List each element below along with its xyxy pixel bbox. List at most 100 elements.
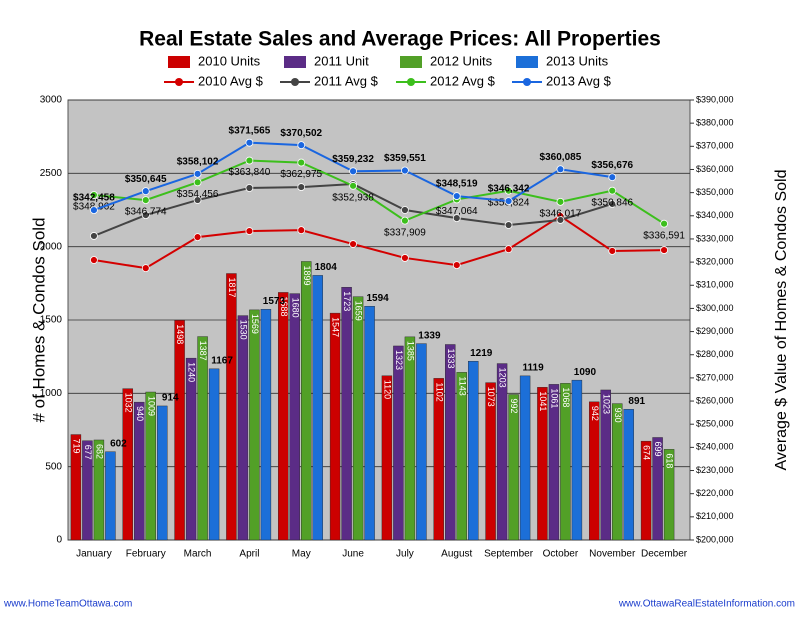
x-tick-label: October bbox=[543, 549, 579, 560]
line-point bbox=[504, 186, 513, 195]
bar-label: 1068 bbox=[561, 387, 571, 407]
legend-label: 2012 Units bbox=[430, 53, 493, 68]
x-tick-label: March bbox=[184, 549, 212, 560]
bar-label: 1219 bbox=[470, 348, 493, 359]
y2-tick-label: $200,000 bbox=[696, 534, 734, 544]
point-label: $363,840 bbox=[229, 167, 271, 178]
line-point bbox=[504, 245, 513, 254]
bar bbox=[652, 437, 663, 541]
bar-label: 1102 bbox=[434, 382, 444, 401]
point-label: $362,975 bbox=[280, 169, 322, 180]
footer-left: www.HomeTeamOttawa.com bbox=[3, 599, 132, 610]
bar bbox=[456, 372, 467, 541]
line-point bbox=[245, 138, 254, 147]
line-point bbox=[452, 261, 461, 270]
chart-title: Real Estate Sales and Average Prices: Al… bbox=[139, 28, 661, 51]
line-point bbox=[556, 165, 565, 174]
bar-label: 1385 bbox=[406, 341, 416, 361]
bar-label: 719 bbox=[72, 439, 82, 454]
y2-tick-label: $260,000 bbox=[696, 395, 734, 405]
line-point bbox=[660, 219, 668, 228]
bar bbox=[445, 344, 456, 541]
line-point bbox=[556, 197, 565, 206]
bar-label: 1569 bbox=[250, 314, 260, 334]
bar-label: 1680 bbox=[290, 298, 300, 318]
bar bbox=[364, 306, 375, 541]
bar bbox=[537, 387, 548, 541]
y-tick-label: 3000 bbox=[40, 95, 63, 106]
line-point bbox=[452, 192, 461, 200]
legend-dot bbox=[407, 78, 415, 86]
bar bbox=[519, 375, 531, 541]
y2-tick-label: $290,000 bbox=[696, 326, 734, 336]
bar bbox=[600, 389, 611, 541]
point-label: $359,232 bbox=[332, 154, 374, 165]
bar-label: 1120 bbox=[383, 380, 393, 399]
line-point bbox=[193, 233, 202, 241]
line-point bbox=[452, 214, 461, 223]
bar-label: 1323 bbox=[394, 350, 404, 370]
line-point bbox=[556, 216, 565, 224]
line-point bbox=[401, 254, 409, 262]
y2-tick-label: $270,000 bbox=[696, 372, 734, 382]
bar-label: 1073 bbox=[486, 387, 496, 407]
bar-label: 674 bbox=[642, 445, 652, 460]
bar-label: 1723 bbox=[342, 291, 352, 311]
line-point bbox=[141, 196, 150, 205]
bar bbox=[289, 293, 300, 541]
bar bbox=[393, 345, 404, 541]
bar-label: 1899 bbox=[302, 265, 312, 285]
y2-tick-label: $320,000 bbox=[696, 256, 734, 266]
bar-label: 1061 bbox=[550, 388, 560, 408]
line-point bbox=[90, 232, 98, 240]
y2-tick-label: $300,000 bbox=[696, 303, 734, 313]
line-point bbox=[660, 246, 668, 254]
point-label: $352,938 bbox=[332, 192, 374, 203]
bar bbox=[134, 401, 145, 541]
point-label: $346,017 bbox=[540, 208, 582, 219]
bar bbox=[157, 405, 168, 541]
line-point bbox=[349, 181, 357, 190]
bar-label: 1023 bbox=[601, 394, 611, 414]
bar-label: 1339 bbox=[418, 330, 441, 341]
line-point bbox=[297, 183, 306, 191]
bar-label: 942 bbox=[590, 406, 600, 421]
bar bbox=[623, 409, 634, 541]
y2-tick-label: $360,000 bbox=[696, 164, 734, 174]
y-tick-label: 1500 bbox=[40, 315, 63, 326]
bar bbox=[508, 394, 519, 541]
bar bbox=[208, 368, 220, 541]
point-label: $354,456 bbox=[177, 189, 219, 200]
bar bbox=[381, 375, 393, 541]
line-point bbox=[608, 173, 617, 182]
y-tick-label: 1000 bbox=[40, 388, 63, 399]
bar bbox=[352, 296, 364, 541]
y-tick-label: 500 bbox=[45, 461, 62, 472]
bar bbox=[70, 434, 82, 541]
bar bbox=[548, 384, 560, 541]
line-point bbox=[90, 256, 98, 264]
point-label: $359,551 bbox=[384, 153, 426, 164]
y2-tick-label: $240,000 bbox=[696, 442, 734, 452]
bar-label: 914 bbox=[162, 393, 179, 404]
point-label: $358,102 bbox=[177, 157, 219, 168]
bar bbox=[145, 391, 156, 541]
bar-label: 682 bbox=[95, 444, 105, 459]
line-point bbox=[504, 197, 513, 206]
line-point bbox=[349, 240, 357, 248]
bar bbox=[278, 292, 289, 541]
bar bbox=[560, 383, 571, 541]
y2-tick-label: $380,000 bbox=[696, 118, 734, 128]
bar-label: 1498 bbox=[175, 324, 185, 344]
line-point bbox=[245, 184, 254, 192]
bar bbox=[185, 357, 197, 541]
y2-tick-label: $280,000 bbox=[696, 349, 734, 359]
y2-tick-label: $350,000 bbox=[696, 187, 734, 197]
bar bbox=[249, 309, 260, 541]
bar-label: 1240 bbox=[187, 362, 197, 382]
bar bbox=[468, 361, 479, 541]
x-tick-label: February bbox=[126, 549, 166, 560]
bar-label: 940 bbox=[135, 406, 145, 421]
bar-label: 1573 bbox=[263, 296, 286, 307]
bar-label: 1659 bbox=[354, 301, 364, 321]
